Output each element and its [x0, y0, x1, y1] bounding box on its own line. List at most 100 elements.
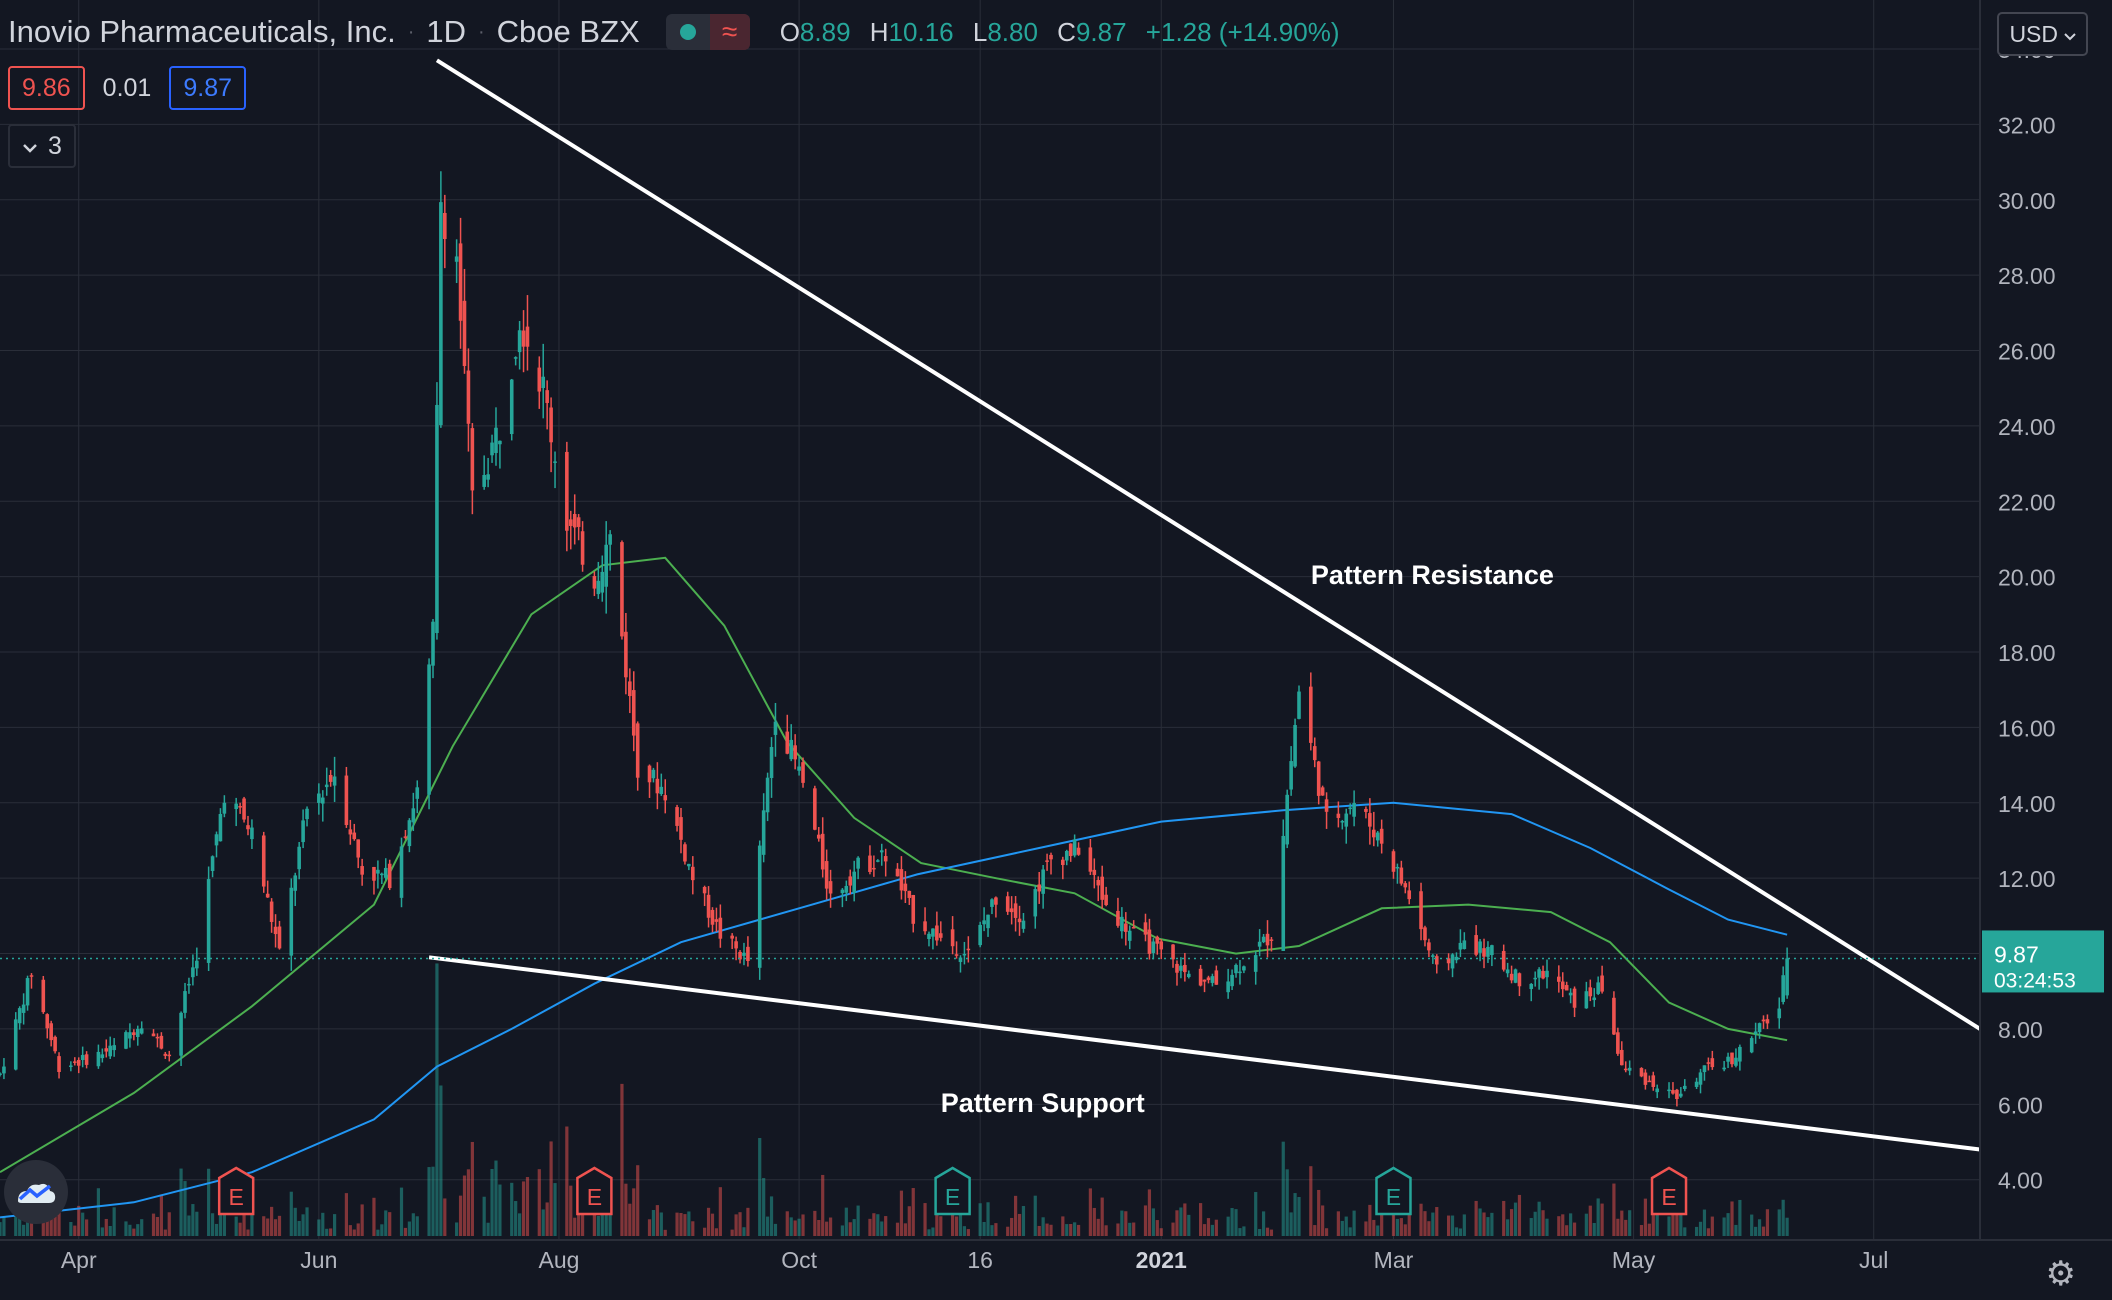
candle-body: [159, 1035, 164, 1049]
volume-bar: [415, 1216, 419, 1236]
candle-body: [1757, 1023, 1762, 1033]
candle-body: [1545, 970, 1549, 978]
volume-bar: [301, 1214, 305, 1236]
volume-bar: [273, 1219, 278, 1236]
candle-body: [403, 836, 408, 838]
volume-bar: [1364, 1221, 1368, 1236]
candle-body: [746, 946, 750, 962]
candle-body: [1529, 983, 1534, 989]
candle-body: [242, 798, 246, 820]
volume-bar: [785, 1211, 789, 1236]
candle-body: [135, 1028, 140, 1037]
candle-body: [1450, 954, 1455, 969]
volume-bar: [96, 1188, 101, 1236]
volume-bar: [1010, 1217, 1014, 1236]
candle-body: [1564, 985, 1569, 991]
candle-body: [1064, 850, 1069, 861]
candle-body: [360, 866, 364, 875]
last-price-badge: [1982, 930, 2104, 993]
volume-bar: [1726, 1213, 1730, 1236]
volume-bar: [1462, 1214, 1466, 1236]
candle-body: [1679, 1093, 1683, 1097]
indicators-toggle[interactable]: 3: [8, 124, 76, 168]
volume-bar: [655, 1205, 659, 1236]
volume-bar: [1061, 1216, 1065, 1236]
candle-body: [757, 845, 762, 968]
volume-bar: [234, 1216, 238, 1236]
candle-body: [761, 810, 766, 855]
candle-body: [1202, 979, 1207, 982]
symbol-name[interactable]: Inovio Pharmaceuticals, Inc.: [8, 14, 396, 49]
earnings-letter: E: [1661, 1184, 1676, 1210]
candle-body: [187, 983, 191, 986]
volume-bar: [262, 1216, 266, 1236]
candle-body: [1379, 828, 1384, 844]
quote-row: 9.86 0.01 9.87: [8, 66, 247, 110]
bar-countdown: 03:24:53: [1994, 969, 2076, 992]
volume-bar: [352, 1229, 356, 1236]
volume-bar: [1234, 1209, 1238, 1236]
volume-bar: [596, 1216, 600, 1236]
candle-body: [1009, 908, 1014, 913]
volume-bar: [1143, 1205, 1148, 1236]
header-separator: ·: [478, 20, 485, 43]
candle-body: [348, 829, 353, 835]
status-pill[interactable]: ≈: [665, 14, 750, 50]
volume-bar: [624, 1183, 628, 1236]
buy-price-button[interactable]: 9.87: [169, 66, 247, 110]
price-axis[interactable]: 4.00 6.00 8.00 12.00 14.00 16.00 18.00 20.00 22.…: [1979, 0, 2056, 1240]
candle-body: [1781, 975, 1785, 1002]
candle-body: [1730, 1052, 1734, 1065]
candle-body: [935, 925, 939, 941]
volume-bar: [1317, 1189, 1321, 1236]
spread-value: 0.01: [102, 73, 152, 102]
currency-selector[interactable]: USD: [1997, 12, 2088, 56]
candle-body: [1092, 869, 1097, 875]
gear-icon[interactable]: ⚙: [2045, 1255, 2076, 1293]
volume-bar: [1202, 1224, 1207, 1236]
ma-fast-line: [0, 556, 1788, 1174]
candle-body: [486, 474, 490, 480]
y-tick-label: 32.00: [1998, 112, 2056, 138]
candle-body: [828, 881, 833, 894]
volume-bar: [765, 1216, 770, 1236]
candle-body: [580, 531, 585, 565]
x-tick-label: Jun: [300, 1247, 337, 1273]
candle-body: [84, 1054, 89, 1065]
volume-bar: [797, 1218, 801, 1236]
candle-body: [572, 513, 577, 528]
candle-body: [958, 957, 963, 962]
sell-price-button[interactable]: 9.86: [8, 66, 85, 110]
volume-bar: [163, 1229, 167, 1236]
interval-label[interactable]: 1D: [426, 14, 466, 49]
volume-bar: [636, 1165, 640, 1236]
volume-bar: [238, 1222, 242, 1236]
candle-body: [1513, 969, 1518, 983]
volume-bar: [1175, 1210, 1179, 1236]
candle-body: [191, 967, 195, 978]
candle-body: [435, 404, 439, 634]
candle-body: [1486, 946, 1490, 957]
time-axis[interactable]: Apr Jun Aug Oct 16 2021 Mar May Jul: [0, 1239, 2112, 1273]
candle-body: [647, 765, 652, 783]
volume-bar: [128, 1224, 132, 1236]
trendline: [435, 58, 1982, 1031]
volume-bar: [1738, 1199, 1742, 1236]
candle-body: [1371, 829, 1376, 838]
candle-body: [868, 855, 872, 872]
candle-body: [1336, 813, 1341, 818]
volume-bar: [1289, 1212, 1293, 1236]
volume-bar: [214, 1223, 219, 1236]
volume-bar: [1348, 1227, 1352, 1236]
volume-bar: [1285, 1169, 1289, 1236]
candle-body: [1265, 933, 1270, 946]
last-price-value: 9.87: [1994, 941, 2039, 967]
tradingview-logo-icon[interactable]: [4, 1160, 68, 1224]
y-tick-label: 20.00: [1998, 565, 2056, 591]
volume-bar: [1297, 1196, 1301, 1236]
volume-bar: [1435, 1207, 1439, 1236]
volume-bar: [978, 1203, 982, 1236]
earnings-letter: E: [1386, 1184, 1401, 1210]
